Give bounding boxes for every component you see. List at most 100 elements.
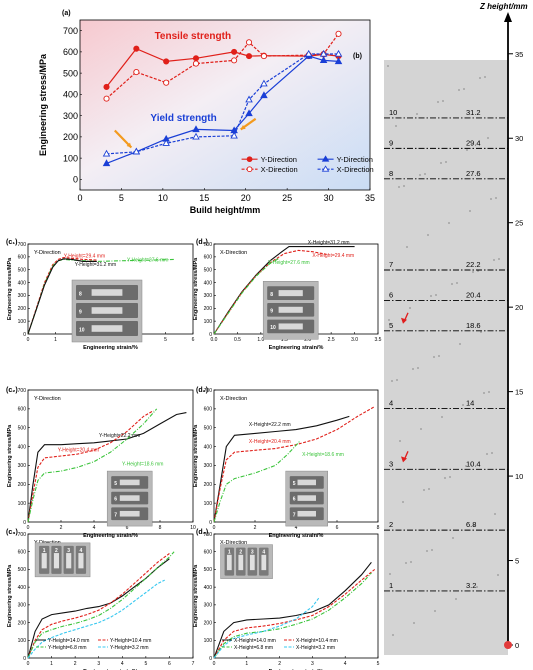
layer-index: 8 (389, 169, 393, 178)
x-tick-label: 15 (199, 193, 209, 203)
pore-speck (438, 355, 440, 357)
specimen-label: 5 (293, 481, 296, 487)
y-tick-label: 0 (209, 520, 212, 526)
y-tick-label: 200 (204, 482, 213, 488)
pore-speck (402, 501, 404, 503)
data-point (334, 57, 343, 65)
pore-speck (441, 416, 443, 418)
pore-speck (497, 574, 499, 576)
x-tick-label: 1.0 (257, 337, 264, 343)
arrow-head (240, 124, 246, 130)
specimen-label: 1 (43, 548, 46, 554)
defect-arrow-head (401, 317, 407, 324)
data-point (192, 132, 200, 140)
y-tick-label: 200 (204, 306, 213, 312)
specimen-gauge (91, 307, 123, 314)
specimen-label: 8 (79, 292, 82, 298)
y-tick-label: 700 (63, 26, 78, 36)
pore-speck (440, 162, 442, 164)
y-tick-label: 400 (18, 280, 27, 286)
specimen-gauge (119, 479, 140, 486)
chart-title: X-Direction (220, 396, 247, 402)
data-point (102, 149, 111, 157)
pore-speck (424, 173, 426, 175)
pore-speck (487, 137, 489, 139)
y-tick-label: 600 (63, 47, 78, 57)
legend-label: X-Height=6.8 mm (234, 645, 273, 651)
pore-speck (472, 271, 474, 273)
pore-speck (466, 149, 468, 151)
series-line (213, 415, 350, 523)
specimen-label: 4 (262, 550, 265, 556)
y-tick-label: 500 (18, 425, 27, 431)
series-line (27, 408, 158, 523)
x-tick-label: 2.0 (304, 337, 311, 343)
x-tick-label: 6 (168, 661, 171, 667)
pore-speck (428, 488, 430, 490)
pore-speck (430, 295, 432, 297)
pore-speck (426, 550, 428, 552)
x-tick-label: 0 (213, 525, 216, 531)
specimen-gauge (41, 553, 47, 569)
pore-speck (392, 634, 394, 636)
plot-frame (213, 533, 379, 659)
pore-speck (493, 259, 495, 261)
x-tick-label: 6 (192, 337, 195, 343)
pore-speck (448, 222, 450, 224)
pore-speck (473, 525, 475, 527)
z-axis-arrow (504, 12, 512, 22)
data-point (260, 79, 268, 87)
specimen-label: 6 (114, 497, 117, 503)
x-tick-label: 1.5 (281, 337, 288, 343)
chart-c2: 0 2 4 6 8 100100200300400500600700Engineering… (6, 387, 196, 539)
y-tick-label: 700 (204, 242, 213, 248)
x-tick-label: 0.5 (234, 337, 241, 343)
chart-c3: 0 1 2 3 4 5 6 7 0 100 200 300 400 500 600 700 Engineerin… (6, 529, 195, 670)
y-axis-label: Engineering stress/MPa (38, 53, 48, 156)
legend-label: Y-Height=14.0 mm (48, 638, 89, 644)
pore-speck (410, 561, 412, 563)
y-tick-label: 200 (18, 482, 27, 488)
x-tick-label: 8 (377, 525, 380, 531)
y-tick-label: 100 (18, 638, 27, 644)
specimen-gauge (91, 289, 123, 296)
x-tick-label: 4 (295, 525, 298, 531)
series-label: X-Height=20.4 mm (249, 439, 291, 445)
y-tick-label: 600 (18, 407, 27, 413)
specimen-label: 10 (270, 325, 276, 331)
legend-label: Y-Direction (261, 155, 297, 164)
annotation-yield: Yield strength (150, 113, 216, 124)
legend-label: X-Direction (261, 165, 298, 174)
pore-speck (455, 598, 457, 600)
data-point (231, 48, 238, 55)
y-axis-label: Engineering stress/MPa (193, 424, 199, 487)
specimen-gauge (78, 553, 84, 569)
legend-marker (246, 156, 253, 163)
pore-speck (449, 476, 451, 478)
data-point (163, 79, 170, 86)
pore-speck (427, 234, 429, 236)
y-tick-label: 400 (204, 585, 213, 591)
data-point (319, 56, 328, 64)
pore-speck (459, 343, 461, 345)
series-label: X-Height=18.6 mm (302, 452, 344, 458)
layer-height-label: 10.4 (466, 459, 481, 468)
chart-a: 0 5 10 15 20 25 30 35 0 100 200 300 400 500 600 700 Buil… (38, 10, 375, 215)
y-tick-label: 0 (209, 656, 212, 662)
y-tick-label: 300 (18, 603, 27, 609)
data-point (260, 53, 267, 60)
pore-speck (412, 368, 414, 370)
pore-speck (480, 331, 482, 333)
legend-label: X-Height=14.0 mm (234, 638, 276, 644)
x-tick-label: 1 (54, 337, 57, 343)
specimen-label: 7 (293, 512, 296, 518)
legend-label: Y-Height=3.2 mm (110, 645, 149, 651)
y-tick-label: 600 (18, 549, 27, 555)
series-line (27, 553, 170, 659)
series-label: X-Height=29.4 mm (312, 253, 354, 259)
pore-speck (396, 379, 398, 381)
specimen-label: 2 (239, 550, 242, 556)
series-line (213, 561, 372, 659)
x-tick-label: 0.0 (211, 337, 218, 343)
x-tick-label: 25 (282, 193, 292, 203)
